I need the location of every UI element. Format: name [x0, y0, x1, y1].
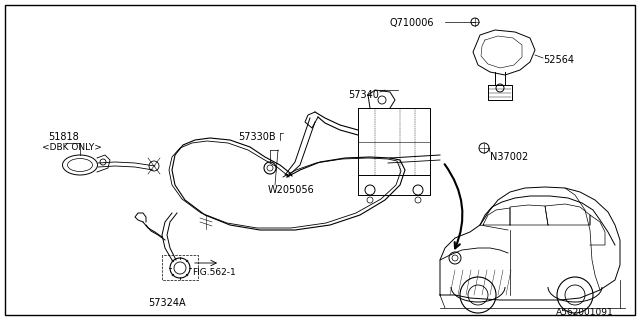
- Text: <DBK ONLY>: <DBK ONLY>: [42, 143, 102, 152]
- Text: 57340: 57340: [348, 90, 379, 100]
- Text: Q710006: Q710006: [390, 18, 435, 28]
- Text: FIG.562-1: FIG.562-1: [192, 268, 236, 277]
- Text: N37002: N37002: [490, 152, 528, 162]
- Text: 57324A: 57324A: [148, 298, 186, 308]
- Polygon shape: [473, 30, 535, 75]
- Text: 57330B: 57330B: [238, 132, 276, 142]
- Text: 51818: 51818: [48, 132, 79, 142]
- Text: 52564: 52564: [543, 55, 574, 65]
- Text: W205056: W205056: [268, 185, 315, 195]
- Text: A562001091: A562001091: [556, 308, 614, 317]
